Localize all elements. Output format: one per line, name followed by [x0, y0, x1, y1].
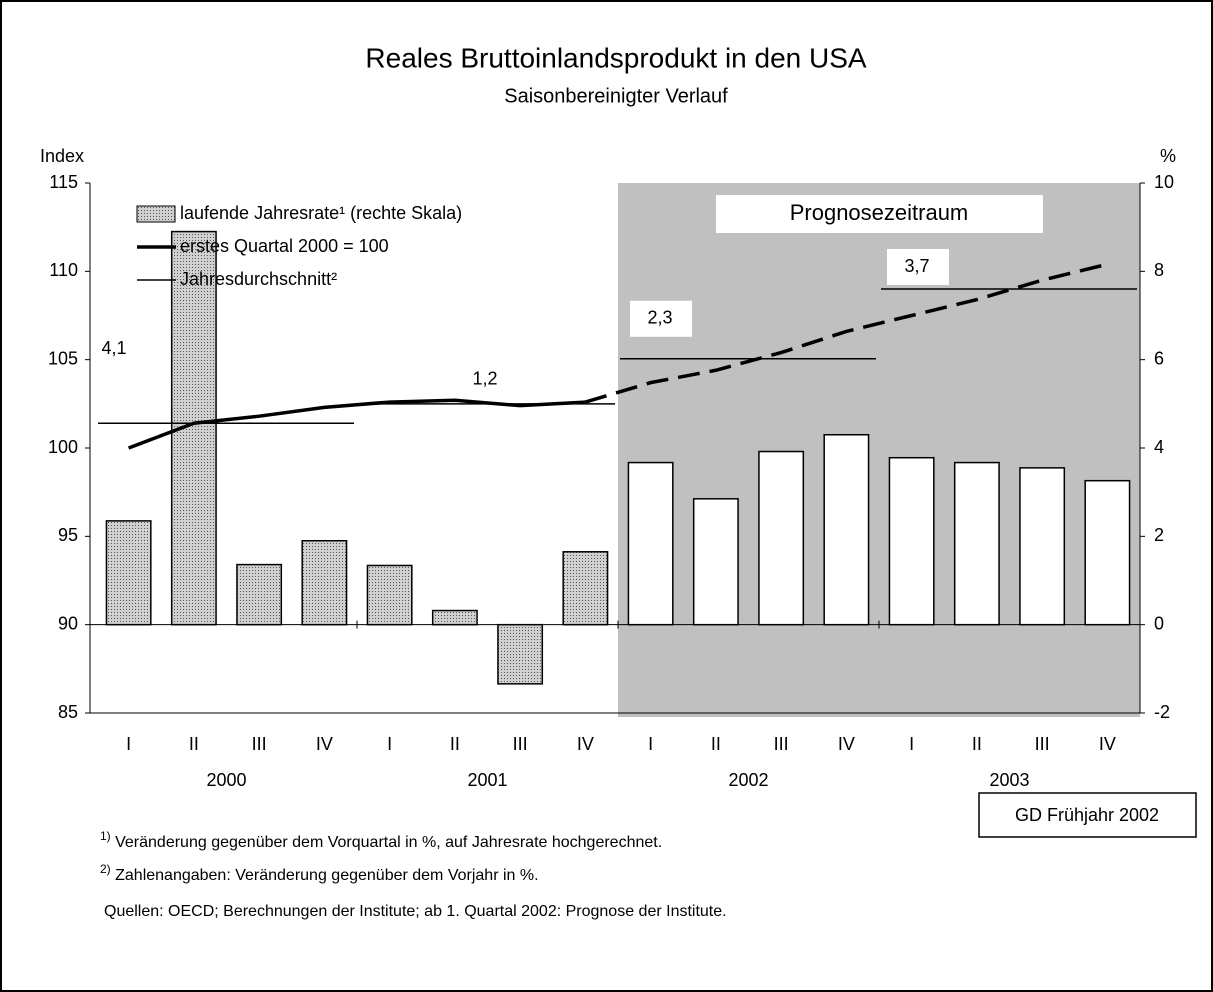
year-label: 2001	[467, 770, 507, 790]
bar	[823, 434, 870, 626]
x-tick-label: II	[450, 734, 460, 754]
bar	[627, 461, 674, 626]
x-tick-label: II	[189, 734, 199, 754]
index-line	[128, 398, 586, 450]
bar	[105, 520, 152, 626]
forecast-region	[618, 183, 1140, 717]
y-tick-label: 95	[58, 525, 78, 545]
year-label: 2003	[989, 770, 1029, 790]
legend-label: erstes Quartal 2000 = 100	[180, 236, 389, 256]
x-tick-label: IV	[577, 734, 594, 754]
y2-tick-label: 6	[1154, 348, 1164, 368]
bar	[431, 609, 478, 626]
note-marker: 2)	[100, 862, 111, 876]
y2-tick-label: 0	[1154, 613, 1164, 633]
growth-label-box	[887, 249, 949, 285]
growth-label: 2,3	[647, 308, 672, 328]
note-text: Zahlenangaben: Veränderung gegenüber dem…	[111, 867, 539, 884]
badge-box	[978, 792, 1197, 838]
y-tick-label: 110	[49, 260, 78, 280]
x-tick-label: III	[1035, 734, 1050, 754]
y2-tick-label: 2	[1154, 525, 1164, 545]
y-tick-label: 115	[49, 172, 78, 192]
growth-label: 3,7	[904, 256, 929, 276]
x-tick-label: I	[126, 734, 131, 754]
y2-tick-label: 10	[1154, 172, 1174, 192]
index-line-forecast	[584, 262, 1108, 404]
forecast-label: Prognosezeitraum	[790, 200, 969, 225]
bar	[366, 564, 413, 626]
chart-title: Reales Bruttoinlandsprodukt in den USA	[365, 42, 867, 73]
source: Quellen: OECD; Berechnungen der Institut…	[104, 903, 727, 920]
note: 2) Zahlenangaben: Veränderung gegenüber …	[100, 862, 539, 884]
bar	[888, 456, 935, 626]
x-tick-label: I	[387, 734, 392, 754]
year-label: 2000	[206, 770, 246, 790]
legend-label: Jahresdurchschnitt²	[180, 269, 337, 289]
y2-axis-label: %	[1160, 146, 1176, 166]
note: 1) Veränderung gegenüber dem Vorquartal …	[100, 829, 662, 851]
y-tick-label: 105	[48, 348, 78, 368]
y-tick-label: 85	[58, 702, 78, 722]
bar	[758, 450, 805, 626]
chart-subtitle: Saisonbereinigter Verlauf	[504, 85, 728, 107]
bar	[301, 540, 348, 626]
x-tick-label: IV	[1099, 734, 1116, 754]
bar	[1084, 479, 1131, 626]
y2-tick-label: -2	[1154, 702, 1170, 722]
bar	[953, 461, 1000, 626]
y2-tick-label: 8	[1154, 260, 1164, 280]
x-tick-label: III	[774, 734, 789, 754]
y-tick-label: 90	[58, 613, 78, 633]
growth-label: 4,1	[101, 338, 126, 358]
note-marker: 1)	[100, 829, 111, 843]
growth-label-box	[630, 300, 692, 337]
note-text: Veränderung gegenüber dem Vorquartal in …	[111, 834, 662, 851]
x-tick-label: I	[648, 734, 653, 754]
growth-label: 1,2	[472, 369, 497, 389]
year-label: 2002	[728, 770, 768, 790]
legend-swatch	[136, 205, 176, 223]
bar	[236, 563, 283, 626]
x-tick-label: II	[972, 734, 982, 754]
bar	[562, 551, 609, 626]
x-tick-label: I	[909, 734, 914, 754]
x-tick-label: IV	[838, 734, 855, 754]
badge: GD Frühjahr 2002	[1015, 805, 1159, 825]
x-tick-label: IV	[316, 734, 333, 754]
y-axis-label: Index	[40, 146, 84, 166]
bar	[1019, 467, 1066, 626]
legend-label: laufende Jahresrate¹ (rechte Skala)	[180, 203, 462, 223]
y2-tick-label: 4	[1154, 437, 1164, 457]
bar	[497, 623, 544, 685]
y-tick-label: 100	[48, 437, 78, 457]
bar	[692, 498, 739, 626]
x-tick-label: III	[252, 734, 267, 754]
x-tick-label: III	[513, 734, 528, 754]
forecast-label-box	[716, 195, 1043, 233]
x-tick-label: II	[711, 734, 721, 754]
